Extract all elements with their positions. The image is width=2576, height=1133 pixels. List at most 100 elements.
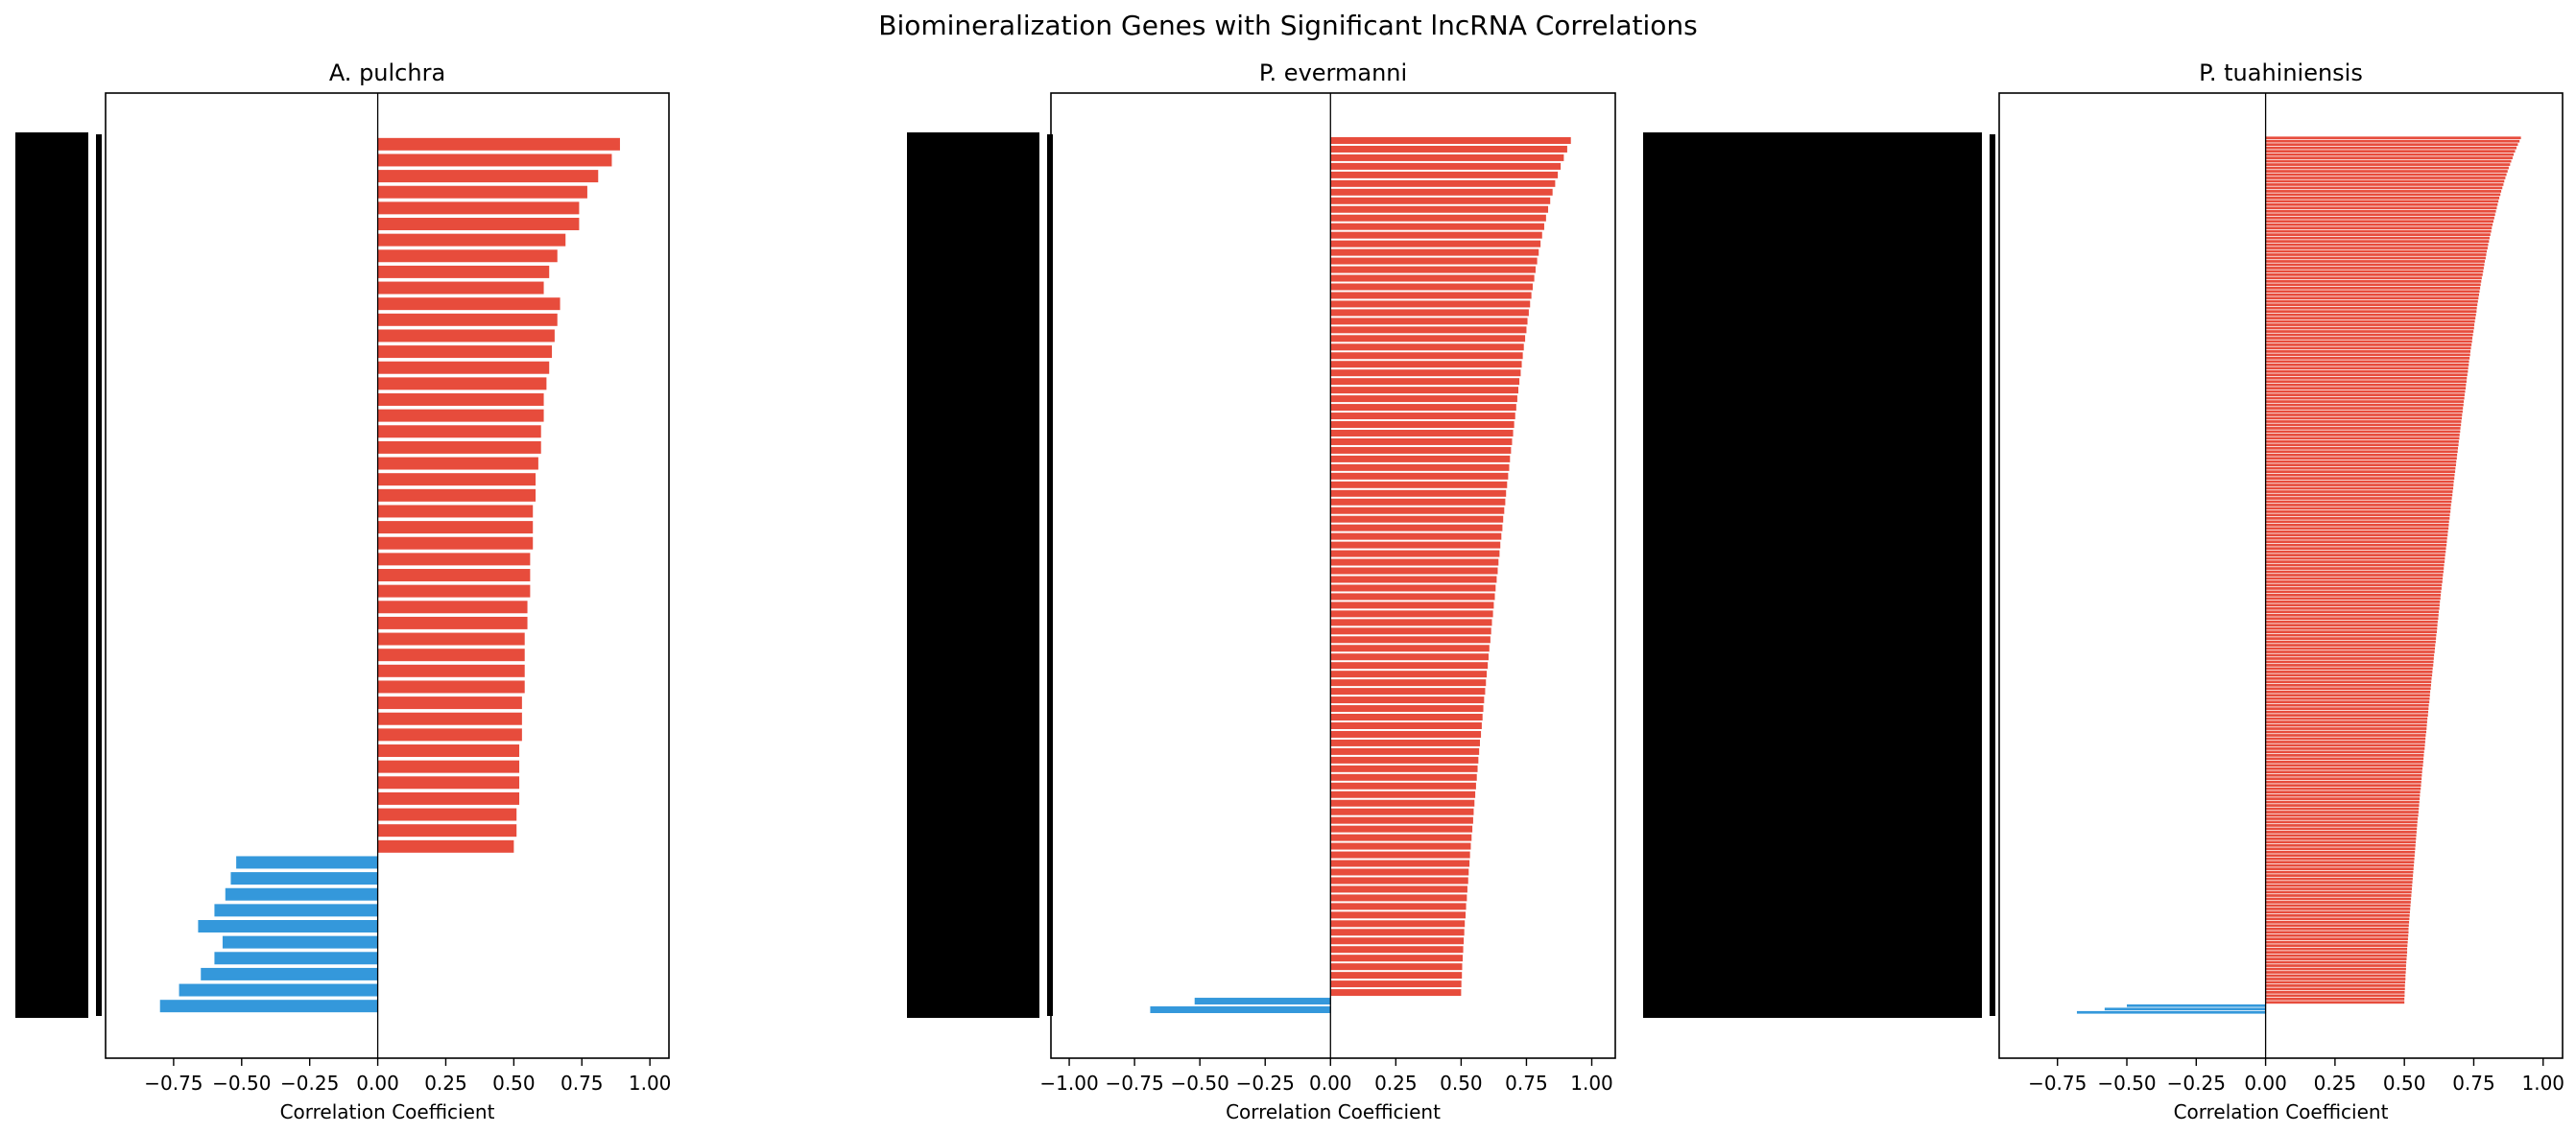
bar [2265, 944, 2408, 948]
bar [1330, 576, 1497, 583]
bar [2265, 146, 2516, 150]
bar [2265, 683, 2431, 687]
bar [2265, 764, 2423, 767]
bar [2265, 186, 2503, 190]
bar [1330, 387, 1519, 394]
bar [377, 744, 520, 757]
subplot-a-pulchra: −0.75 −0.50 −0.25 0.00 0.25 0.50 0.75 1.00 A. pu… [15, 59, 671, 1123]
bar [2265, 574, 2444, 577]
bar [377, 440, 541, 454]
bar [1330, 730, 1482, 738]
bar [377, 361, 550, 374]
bar [2265, 914, 2410, 917]
bar [2265, 473, 2455, 477]
bar [2265, 800, 2420, 804]
bar [377, 649, 525, 662]
bar [377, 680, 525, 694]
bar [2265, 1001, 2405, 1004]
x-tick-label: 0.50 [492, 1072, 536, 1095]
bar [1330, 240, 1541, 248]
bar [2265, 673, 2433, 677]
bar [2265, 527, 2449, 531]
bar [2265, 676, 2432, 680]
bar [1330, 429, 1514, 437]
bar [2265, 770, 2422, 774]
bar [1150, 1006, 1331, 1014]
bar [2265, 630, 2438, 634]
bar [2265, 957, 2407, 960]
x-tick-label: 0.75 [1505, 1072, 1548, 1095]
bar [222, 935, 378, 949]
bar [1330, 283, 1533, 291]
bar [2265, 439, 2459, 443]
x-tick-label: −0.75 [2028, 1072, 2087, 1095]
bar [2265, 170, 2508, 173]
bar [2265, 446, 2458, 450]
bar [2265, 947, 2408, 951]
bar [2265, 363, 2469, 366]
bar [377, 329, 555, 342]
bar [1330, 636, 1491, 644]
bar [377, 521, 534, 534]
bar [1330, 550, 1500, 557]
bar [377, 297, 561, 311]
bar [2265, 337, 2473, 340]
bar [2265, 396, 2465, 400]
bar [2265, 757, 2424, 761]
bar [377, 569, 531, 581]
bar [2265, 984, 2405, 987]
bar [2265, 159, 2512, 163]
bar [2265, 637, 2437, 640]
bar [2265, 894, 2412, 897]
bar [2265, 407, 2464, 410]
bar [2265, 904, 2411, 908]
bar [2265, 787, 2421, 791]
bar [1330, 825, 1473, 833]
bar [2265, 247, 2488, 249]
bar [2265, 690, 2431, 694]
bars [1150, 136, 1571, 1014]
bar [1330, 696, 1485, 704]
x-axis: −0.75 −0.50 −0.25 0.00 0.25 0.50 0.75 1.00 [2028, 1058, 2564, 1095]
bar [2265, 843, 2416, 847]
bar [2265, 717, 2428, 720]
bar [2265, 200, 2499, 203]
bar [2265, 520, 2449, 524]
bar [2265, 640, 2436, 644]
bar [2265, 453, 2458, 457]
bar [2265, 890, 2412, 894]
bar [2265, 507, 2451, 510]
bar [2265, 156, 2513, 159]
bar [1330, 361, 1522, 368]
bar [2265, 139, 2520, 143]
bar [1330, 739, 1480, 746]
bar [2265, 249, 2488, 253]
bar [2265, 480, 2454, 484]
bar [377, 377, 547, 390]
bar [377, 170, 599, 183]
bar [2265, 777, 2422, 781]
bar [2265, 597, 2441, 601]
bar [2265, 460, 2457, 463]
bar [2265, 847, 2416, 851]
bar [2265, 216, 2494, 220]
bar [2265, 908, 2411, 910]
axes-frame [105, 92, 670, 1059]
bar [2265, 303, 2478, 307]
bar [2265, 556, 2445, 560]
x-axis-label: Correlation Coefficient [2174, 1100, 2389, 1123]
bar [1330, 619, 1492, 626]
bar [1330, 498, 1506, 506]
bar [2265, 486, 2454, 490]
bar [2265, 523, 2449, 527]
bar [377, 760, 520, 773]
bar [2265, 720, 2427, 723]
bar [2265, 730, 2427, 734]
bar [2265, 671, 2433, 673]
bar [1330, 205, 1549, 213]
bar [2265, 253, 2487, 256]
bar [2265, 797, 2421, 800]
bar [2265, 223, 2493, 226]
bar [2265, 226, 2493, 230]
x-tick-label: −0.50 [212, 1072, 271, 1095]
